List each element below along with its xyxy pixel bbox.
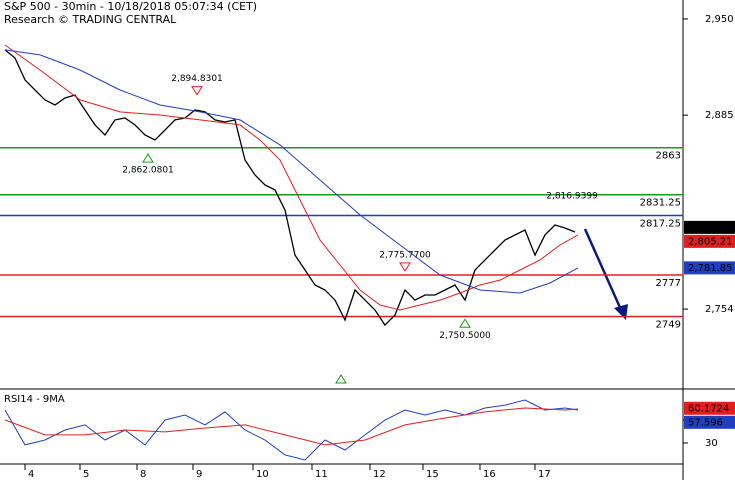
low-marker	[335, 374, 347, 384]
y-tick-label: 2,754	[705, 304, 734, 315]
annotation: 2,894.8301	[171, 74, 223, 84]
level-label: 2863	[656, 151, 681, 162]
x-tick-label: 8	[140, 469, 146, 480]
annotation: 2,775.7700	[379, 250, 431, 260]
price-label: 2,809.21	[688, 222, 733, 233]
y-tick-label: 2,950	[705, 14, 734, 25]
x-tick-label: 16	[483, 469, 496, 480]
x-tick-label: 17	[538, 469, 551, 480]
level-label: 2817.25	[640, 218, 681, 229]
price-label: 2,805.21	[688, 236, 733, 247]
price-label: 57.596	[688, 417, 723, 428]
price-label: 2,781.85	[688, 263, 733, 274]
annotation: 2,816.9399	[546, 191, 598, 201]
price-label-box	[684, 220, 735, 234]
y-tick-label: 30	[705, 438, 718, 449]
x-tick-label: 5	[83, 469, 89, 480]
series-line	[4, 399, 579, 461]
x-tick-label: 11	[315, 469, 328, 480]
x-tick-label: 10	[256, 469, 269, 480]
level-label: 2777	[656, 278, 681, 289]
price-label-box	[684, 401, 735, 415]
chart-title: S&P 500 - 30min - 10/18/2018 05:07:34 (C…	[4, 0, 257, 13]
level-label: 2749	[656, 319, 681, 330]
price-label-box	[684, 234, 735, 248]
annotation: 2,750.5000	[439, 331, 491, 341]
rsi-title: RSI14 - 9MA	[4, 394, 65, 405]
chart-subtitle: Research © TRADING CENTRAL	[4, 13, 177, 26]
x-tick-label: 15	[426, 469, 439, 480]
x-tick-label: 9	[196, 469, 202, 480]
low-marker	[142, 153, 154, 163]
series-line	[4, 44, 579, 311]
series-line	[4, 49, 576, 327]
annotation: 2,862.0801	[122, 166, 174, 176]
high-marker	[191, 86, 203, 96]
price-label: 60.1724	[688, 403, 729, 414]
x-tick-label: 4	[28, 469, 34, 480]
x-tick-label: 12	[373, 469, 386, 480]
price-label-box	[684, 415, 735, 429]
high-marker	[399, 262, 411, 272]
price-label-box	[684, 261, 735, 275]
series-line	[4, 49, 579, 294]
series-line	[4, 407, 579, 446]
forecast-arrow	[583, 228, 624, 313]
low-marker	[459, 318, 471, 328]
y-tick-label: 2,885	[705, 110, 734, 121]
level-label: 2831.25	[640, 198, 681, 209]
